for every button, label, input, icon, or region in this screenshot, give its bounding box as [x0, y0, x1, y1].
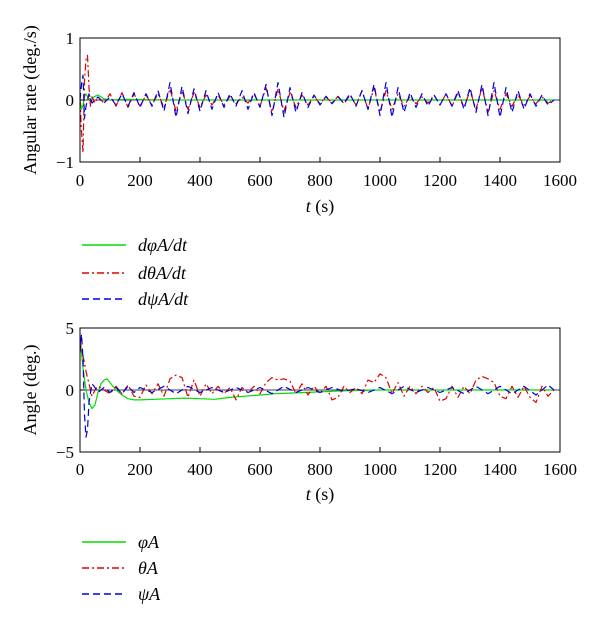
series-line-2-2: [80, 340, 555, 403]
legend1-label-psi-rate: dψA/dt: [138, 289, 189, 309]
x-tick-label: 0: [76, 171, 85, 190]
legend2-label-phi: φA: [138, 532, 160, 552]
x-tick-label: 600: [247, 171, 273, 190]
x-tick-label: 1000: [363, 460, 397, 479]
x-tick-label: 1600: [543, 460, 577, 479]
series-line-1-3: [80, 74, 555, 120]
chart1-plot-frame: [79, 37, 561, 163]
x-tick-label: 400: [187, 171, 213, 190]
chart1-ylabel: Angular rate (deg./s): [20, 25, 41, 174]
x-tick-label: 800: [307, 460, 333, 479]
x-tick-label: 1000: [363, 171, 397, 190]
x-tick-label: 200: [127, 460, 153, 479]
x-tick-label: 200: [127, 171, 153, 190]
angular-rate-chart: Angular rate (deg./s) 0 200 400 600 800 1000 1…: [20, 25, 577, 217]
chart1-xlabel: t (s): [306, 196, 335, 217]
y-tick-label: 1: [66, 29, 75, 48]
x-tick-label: 1400: [483, 460, 517, 479]
series-line-2-1: [80, 340, 554, 410]
x-tick-label: 0: [76, 460, 85, 479]
legend2-label-theta: θA: [138, 558, 159, 578]
x-tick-label: 1200: [423, 460, 457, 479]
x-tick-label: 1600: [543, 171, 577, 190]
y-tick-label: −1: [56, 153, 74, 172]
y-tick-label: 5: [66, 319, 75, 338]
series-line-1-2: [80, 54, 555, 154]
chart2-xlabel: t (s): [306, 484, 335, 505]
x-tick-label: 600: [247, 460, 273, 479]
legend1-label-phi-rate: dφA/dt: [138, 235, 188, 255]
legend2-label-psi: ψA: [138, 584, 161, 604]
y-tick-label: 0: [66, 381, 75, 400]
chart1-legend: dφA/dt dθA/dt dψA/dt: [82, 235, 189, 309]
x-tick-label: 400: [187, 460, 213, 479]
chart2-ylabel: Angle (deg.): [20, 345, 41, 436]
y-tick-label: −5: [56, 443, 74, 462]
angle-chart: Angle (deg.) 0 200 400 600 800 1000 1200 1400 16…: [20, 319, 577, 505]
legend1-label-theta-rate: dθA/dt: [138, 263, 187, 283]
x-tick-label: 800: [307, 171, 333, 190]
chart2-plot-frame: [79, 327, 561, 453]
y-tick-label: 0: [66, 91, 75, 110]
x-tick-label: 1400: [483, 171, 517, 190]
series-line-2-3: [80, 333, 555, 438]
series-line-1-1: [80, 93, 554, 110]
x-tick-label: 1200: [423, 171, 457, 190]
chart2-legend: φA θA ψA: [82, 532, 161, 604]
